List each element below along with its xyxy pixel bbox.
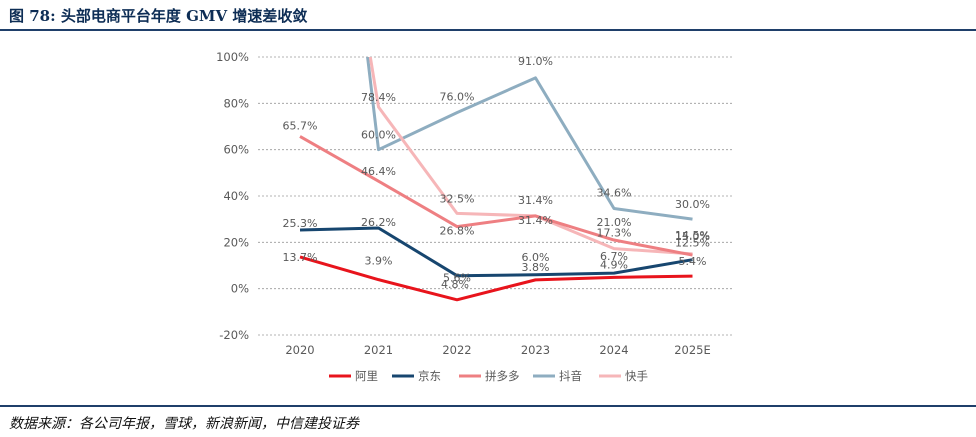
x-tick-label: 2024 [599, 343, 628, 357]
data-label: 31.4% [518, 194, 553, 207]
series-line-5 [368, 57, 693, 256]
data-label: 14.5% [675, 229, 710, 242]
series-line-4 [366, 57, 693, 221]
data-label: 5.6% [443, 272, 471, 285]
series-line-2 [299, 226, 693, 278]
data-label: 25.3% [283, 217, 318, 230]
data-label: 78.4% [361, 91, 396, 104]
figure-title: 图 78: 头部电商平台年度 GMV 增速差收敛 [9, 7, 308, 25]
series-lines [299, 57, 693, 302]
y-tick-label: 100% [216, 50, 249, 64]
data-label: 91.0% [518, 55, 553, 68]
data-label: 65.7% [283, 119, 318, 132]
y-tick-label: 20% [223, 235, 249, 249]
source-note: 数据来源：各公司年报，雪球，新浪新闻，中信建投证券 [9, 416, 359, 432]
bottom-rule [0, 405, 976, 407]
series-line-1 [299, 255, 693, 302]
legend-label: 抖音 [559, 369, 582, 383]
y-tick-label: 60% [223, 143, 249, 157]
data-label: 4.9% [600, 258, 628, 271]
x-axis-labels: 2020 2021 2022 2023 2024 2025E [285, 343, 710, 357]
title-rule [0, 29, 976, 31]
data-label: 32.5% [440, 192, 475, 205]
legend-label: 快手 [625, 369, 648, 383]
x-tick-label: 2020 [285, 343, 314, 357]
legend-label: 拼多多 [485, 369, 520, 383]
data-label: 26.8% [440, 225, 475, 238]
data-label: 6.0% [522, 251, 550, 264]
y-tick-label: 80% [223, 96, 249, 110]
data-label: 15.0% [675, 230, 710, 243]
title-bar: 图 78: 头部电商平台年度 GMV 增速差收敛 [0, 0, 976, 32]
data-label: 12.5% [675, 237, 710, 250]
data-label: 17.3% [597, 227, 632, 240]
gridlines [258, 56, 734, 336]
data-label: 34.6% [597, 187, 632, 200]
x-tick-label: 2022 [442, 343, 471, 357]
data-label: 4.8% [441, 278, 469, 291]
series-line-3 [299, 135, 693, 257]
data-label: 76.0% [440, 91, 475, 104]
data-label: 30.0% [675, 198, 710, 211]
data-label: 5.4% [679, 255, 707, 268]
data-label: 26.2% [361, 216, 396, 229]
data-label: 46.4% [361, 165, 396, 178]
data-label: 60.0% [361, 129, 396, 142]
y-tick-label: 0% [231, 282, 249, 296]
data-label: 6.7% [600, 250, 628, 263]
y-tick-label: -20% [219, 328, 249, 342]
legend-label: 京东 [418, 369, 441, 383]
data-label: 3.9% [365, 255, 393, 268]
x-tick-label: 2021 [364, 343, 393, 357]
y-axis-labels: -20% 0% 20% 40% 60% 80% 100% [216, 50, 249, 342]
legend: 阿里 京东 拼多多 抖音 快手 [329, 369, 648, 383]
legend-label: 阿里 [355, 369, 378, 383]
y-tick-label: 40% [223, 189, 249, 203]
gmv-growth-line-chart: -20%0%20%40%60%80%100% 2020 2021 2022 2023 2… [216, 50, 734, 383]
x-tick-label: 2025E [674, 343, 711, 357]
data-label: 13.7% [283, 251, 318, 264]
data-label: 21.0% [597, 216, 632, 229]
data-labels: 13.7% 3.9% 4.8% 3.8% 4.9% 5.4% 25.3% 26.2% 5.6% 6… [283, 55, 710, 291]
data-label: 31.4% [518, 214, 553, 227]
data-label: 3.8% [522, 261, 550, 274]
x-tick-label: 2023 [521, 343, 550, 357]
